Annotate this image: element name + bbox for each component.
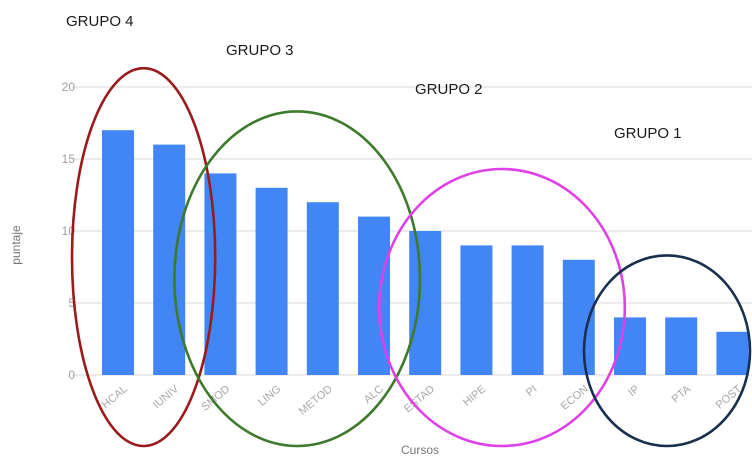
bar-pi	[511, 245, 544, 375]
x-tick-label: LING	[256, 383, 283, 409]
group-label: GRUPO 3	[226, 42, 294, 59]
bar-metod	[306, 202, 339, 375]
x-tick-label: IP	[626, 383, 642, 399]
x-tick-label: ALC	[362, 383, 386, 406]
bar-iuniv	[153, 144, 186, 375]
y-axis-label: puntaje	[9, 225, 23, 265]
bar-hipe	[460, 245, 493, 375]
bar-estad	[409, 231, 442, 375]
bar-pta	[665, 317, 698, 375]
x-tick-label: IUNIV	[151, 383, 182, 411]
x-tick-label: METOD	[297, 383, 335, 418]
group-label: GRUPO 4	[66, 13, 134, 30]
group-ellipse-2	[377, 167, 627, 448]
group-annotations: GRUPO 4 GRUPO 3 GRUPO 2 GRUPO 1	[66, 13, 752, 448]
bar-smod	[204, 173, 237, 375]
y-tick-label: 5	[68, 296, 75, 310]
y-tick-label: 20	[62, 80, 76, 94]
group-label: GRUPO 2	[415, 81, 483, 98]
bars	[102, 130, 749, 375]
bar-post	[716, 331, 749, 375]
group-ellipse-1	[582, 254, 752, 448]
x-axis-label: Cursos	[401, 443, 439, 457]
bar-hcal	[102, 130, 134, 375]
y-tick-label: 15	[62, 152, 76, 166]
x-tick-label: HIPE	[461, 383, 488, 409]
x-tick-label: HCAL	[100, 383, 130, 411]
group-ellipse-4	[70, 66, 217, 448]
bar-ling	[255, 187, 288, 375]
group-ellipse-3	[173, 110, 422, 448]
group-label: GRUPO 1	[614, 125, 682, 142]
y-tick-label: 0	[68, 368, 75, 382]
x-tick-label: PTA	[670, 383, 694, 406]
x-tick-label: PI	[524, 383, 540, 399]
